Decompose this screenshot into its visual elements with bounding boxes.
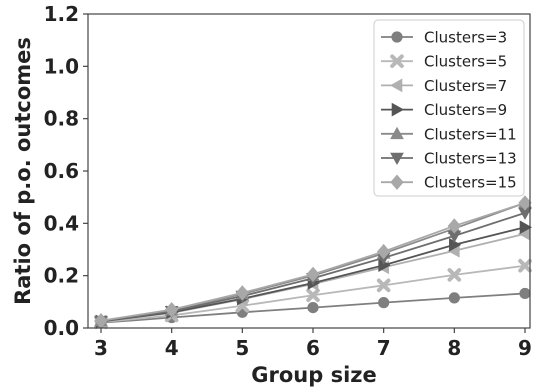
legend-label: Clusters=13 xyxy=(424,150,517,168)
axis-ticks: 3 4 5 6 7 8 9 0.0 0.2 0.4 0.6 0.8 1.0 1.2 xyxy=(44,2,532,360)
data-point xyxy=(376,278,391,293)
legend-item: Clusters=9 xyxy=(381,101,507,119)
y-tick-label: 1.2 xyxy=(44,2,79,26)
x-tick-label: 7 xyxy=(377,336,391,360)
x-tick-label: 9 xyxy=(518,336,532,360)
legend-frame xyxy=(373,19,525,197)
data-point xyxy=(447,268,462,282)
legend-label: Clusters=5 xyxy=(424,53,507,71)
legend-label: Clusters=9 xyxy=(424,101,507,119)
x-tick-label: 6 xyxy=(306,336,320,360)
legend-label: Clusters=3 xyxy=(424,29,507,47)
x-tick-label: 8 xyxy=(447,336,461,360)
data-point xyxy=(165,302,179,318)
y-tick-label: 0.8 xyxy=(44,107,79,131)
data-point xyxy=(448,292,460,304)
data-point xyxy=(518,258,532,273)
series-layer xyxy=(93,195,533,330)
legend-item: Clusters=3 xyxy=(381,29,507,47)
legend-marker xyxy=(390,174,404,190)
data-point xyxy=(306,266,320,283)
y-axis-label: Ratio of p.o. outcomes xyxy=(11,37,35,305)
y-tick-label: 1.0 xyxy=(44,54,79,78)
y-tick-label: 0.6 xyxy=(44,159,79,183)
data-point xyxy=(518,195,532,211)
legend-label: Clusters=11 xyxy=(424,125,517,143)
legend-marker xyxy=(390,152,404,166)
legend-marker xyxy=(390,54,404,68)
x-tick-label: 5 xyxy=(235,336,249,360)
y-tick-label: 0.2 xyxy=(44,264,79,288)
legend-marker xyxy=(391,31,403,43)
y-tick-label: 0.4 xyxy=(44,211,79,235)
legend: Clusters=3 Clusters=5 Clusters=7 Clusters=9… xyxy=(373,19,525,197)
x-tick-label: 4 xyxy=(165,336,179,360)
legend-item: Clusters=5 xyxy=(381,53,507,71)
legend-marker xyxy=(391,102,405,117)
data-point xyxy=(447,218,461,234)
y-tick-label: 0.0 xyxy=(44,316,79,340)
x-tick-label: 3 xyxy=(94,336,108,360)
data-point xyxy=(519,287,531,300)
data-point xyxy=(306,288,320,303)
legend-item: Clusters=15 xyxy=(381,174,517,192)
legend-item: Clusters=13 xyxy=(381,150,517,168)
legend-label: Clusters=15 xyxy=(424,174,517,192)
legend-item: Clusters=7 xyxy=(381,77,507,95)
data-point xyxy=(519,220,533,235)
legend-marker xyxy=(390,126,404,140)
data-point xyxy=(378,297,390,309)
legend-marker xyxy=(389,78,403,93)
data-point xyxy=(377,243,391,260)
legend-item: Clusters=11 xyxy=(381,125,517,143)
data-point xyxy=(235,285,249,301)
x-axis-label: Group size xyxy=(251,363,376,387)
legend-label: Clusters=7 xyxy=(424,77,507,95)
series-7 xyxy=(94,195,532,329)
data-point xyxy=(307,301,319,314)
